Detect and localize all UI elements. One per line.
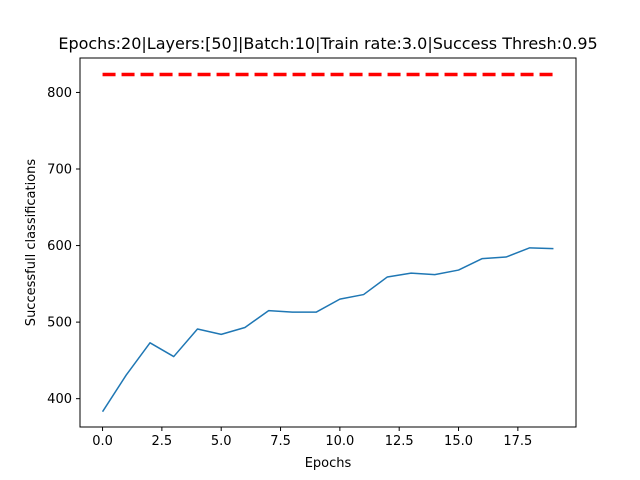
y-tick-label: 700 [47,163,72,178]
plot-area [101,72,554,413]
y-tick-label: 500 [47,316,72,331]
x-axis-title: Epochs [305,456,352,471]
x-tick-label: 17.5 [503,434,532,449]
x-axis: 0.0 2.5 5.0 7.5 10.0 12.5 15.0 17.5 [92,427,532,449]
y-tick-label: 400 [47,392,72,407]
x-tick-label: 7.5 [270,434,291,449]
x-tick-label: 12.5 [385,434,414,449]
x-tick-label: 2.5 [152,434,173,449]
x-tick-label: 5.0 [211,434,232,449]
y-tick-label: 800 [47,86,72,101]
classifications-series-line [101,247,554,413]
plot-frame [79,57,577,428]
chart-title: Epochs:20|Layers:[50]|Batch:10|Train rat… [58,34,597,53]
y-axis: 400 500 600 700 800 [47,86,80,407]
x-tick-label: 10.0 [325,434,354,449]
x-tick-label: 0.0 [92,434,113,449]
y-tick-label: 600 [47,239,72,254]
y-axis-title: Successfull classifications [24,159,39,327]
x-tick-label: 15.0 [444,434,473,449]
